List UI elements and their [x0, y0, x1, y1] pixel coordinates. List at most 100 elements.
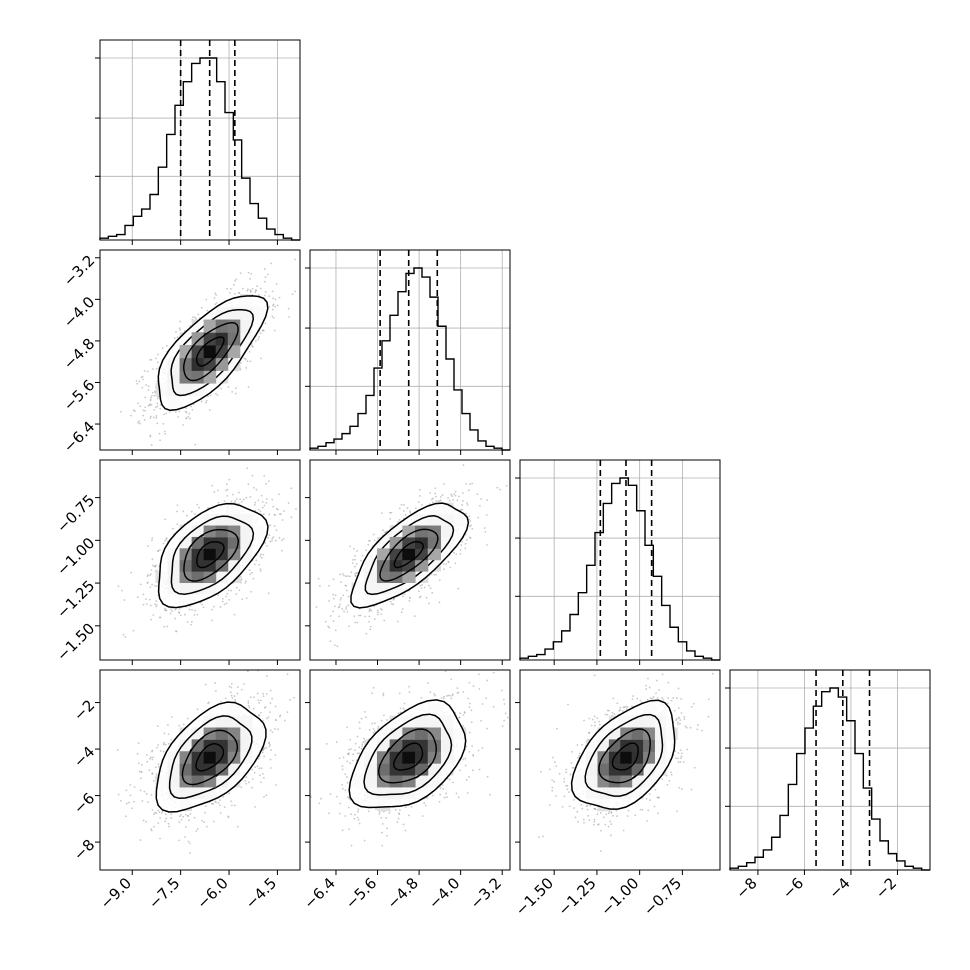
scatter-point	[216, 394, 219, 397]
scatter-point	[123, 599, 126, 601]
scatter-point	[162, 422, 165, 425]
contour-line	[157, 502, 269, 609]
scatter-point	[164, 539, 167, 542]
scatter-point	[327, 625, 330, 628]
scatter-point	[349, 545, 351, 548]
scatter-point	[343, 574, 345, 577]
scatter-point	[254, 501, 257, 504]
scatter-point	[150, 794, 153, 796]
scatter-point	[486, 499, 489, 501]
scatter-point	[341, 608, 344, 610]
histogram-step	[519, 477, 720, 661]
scatter-point	[462, 492, 464, 495]
scatter-point	[267, 592, 270, 595]
scatter-point	[287, 502, 290, 504]
scatter-point	[234, 699, 237, 701]
scatter-point	[354, 573, 356, 575]
scatter-point	[252, 486, 255, 489]
scatter-point	[456, 499, 459, 502]
scatter-point	[348, 575, 351, 578]
scatter-point	[368, 608, 371, 611]
scatter-point	[186, 621, 189, 623]
contour-line	[364, 515, 455, 596]
scatter-point	[288, 316, 291, 318]
scatter-point	[291, 293, 294, 296]
scatter-point	[213, 297, 216, 300]
scatter-point	[249, 573, 252, 576]
scatter-point	[464, 533, 467, 536]
scatter-point	[197, 313, 200, 316]
scatter-point	[133, 800, 135, 803]
scatter-point	[193, 513, 196, 516]
scatter-point	[258, 336, 261, 338]
scatter-point	[239, 581, 242, 584]
density-block	[191, 332, 205, 346]
scatter-point	[421, 504, 423, 506]
scatter-point	[132, 409, 135, 412]
scatter-point	[204, 683, 207, 686]
scatter-point	[262, 513, 265, 516]
scatter-point	[150, 618, 153, 621]
density-block	[215, 319, 229, 333]
scatter-point	[264, 276, 267, 278]
scatter-point	[345, 575, 347, 578]
scatter-point	[438, 579, 441, 582]
y-tick-label: −3.2	[60, 251, 98, 289]
scatter-point	[251, 345, 254, 348]
scatter-point	[155, 357, 157, 360]
scatter-point	[261, 500, 264, 503]
scatter-point	[403, 593, 406, 596]
scatter-point	[142, 414, 145, 417]
scatter-point	[476, 493, 479, 496]
scatter-point	[460, 508, 462, 511]
scatter-point	[245, 366, 248, 369]
density-block	[191, 571, 205, 584]
scatter-point	[260, 556, 263, 559]
scatter-point	[188, 605, 191, 608]
scatter-point	[231, 390, 234, 393]
scatter-point	[365, 549, 367, 552]
scatter-point	[143, 370, 146, 372]
scatter-point	[460, 544, 463, 546]
scatter-point	[153, 565, 156, 568]
scatter-point	[172, 527, 174, 530]
scatter-point	[376, 609, 379, 612]
scatter-point	[389, 511, 391, 514]
scatter-point	[438, 601, 441, 604]
scatter-point	[260, 553, 262, 556]
scatter-point	[189, 417, 191, 420]
scatter-point	[145, 384, 148, 386]
scatter-point	[398, 518, 401, 521]
y-tick-label: −6.4	[60, 418, 98, 456]
scatter-point	[256, 285, 259, 288]
density-block	[389, 548, 403, 561]
scatter-point	[281, 519, 284, 521]
scatter-point	[142, 378, 145, 381]
scatter-point	[156, 361, 159, 364]
scatter-point	[315, 606, 318, 609]
scatter-point	[245, 496, 248, 499]
scatter-point	[238, 589, 241, 592]
scatter-point	[250, 290, 253, 293]
scatter-point	[272, 303, 275, 306]
scatter-point	[408, 599, 411, 602]
scatter-point	[271, 537, 274, 540]
density-block	[215, 559, 229, 572]
scatter-point	[162, 542, 165, 545]
scatter-point	[381, 608, 383, 611]
scatter-point	[334, 629, 337, 632]
scatter-point	[220, 387, 222, 390]
scatter-point	[250, 590, 253, 593]
scatter-point	[455, 553, 458, 556]
scatter-point	[208, 409, 211, 411]
scatter-point	[471, 482, 474, 485]
scatter-point	[156, 402, 159, 405]
histogram-frame	[309, 249, 511, 451]
scatter-point	[215, 392, 217, 395]
scatter-point	[255, 488, 258, 491]
scatter-point	[231, 697, 234, 699]
scatter-point	[328, 584, 330, 587]
x-tick-label: −8	[732, 874, 760, 902]
scatter-point	[339, 573, 342, 576]
scatter-point	[169, 612, 172, 615]
